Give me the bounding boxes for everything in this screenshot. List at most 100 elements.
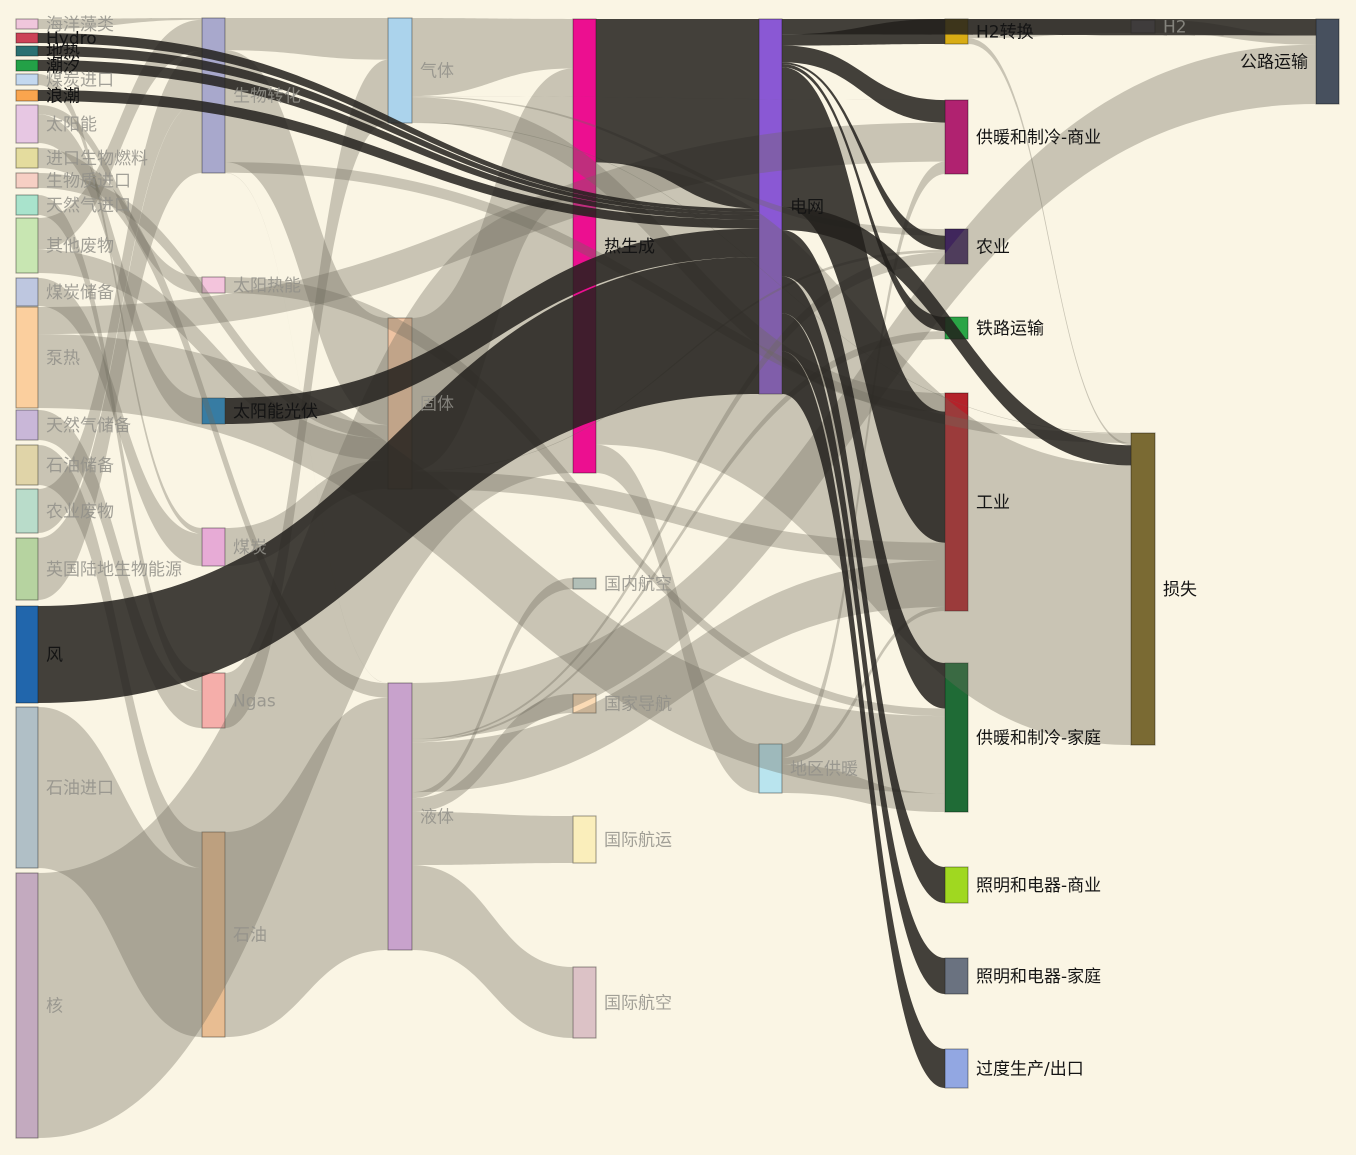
- node-过度生产/出口[interactable]: [944, 1048, 969, 1089]
- link-电网-农业: [782, 62, 945, 250]
- link-地区供暖-工业: [782, 606, 945, 765]
- node-煤炭[interactable]: [201, 527, 226, 567]
- link-固体-热生成: [412, 68, 573, 471]
- node-照明和电器-家庭[interactable]: [944, 957, 969, 995]
- link-电网-铁路运输: [782, 64, 945, 332]
- label-国家导航: 国家导航: [604, 695, 672, 715]
- link-液体-农业: [412, 252, 945, 741]
- label-石油进口: 石油进口: [46, 779, 114, 799]
- link-太阳热能-供暖和制冷-家庭: [225, 277, 945, 717]
- label-气体: 气体: [420, 62, 454, 82]
- label-照明和电器-家庭: 照明和电器-家庭: [976, 967, 1101, 987]
- node-农业废物[interactable]: [15, 488, 39, 534]
- link-潮汐-电网: [38, 60, 759, 220]
- label-天然气进口: 天然气进口: [46, 196, 131, 216]
- link-太阳能-太阳能光伏: [38, 114, 202, 424]
- node-海洋藻类[interactable]: [15, 18, 39, 30]
- node-太阳能[interactable]: [15, 104, 39, 144]
- label-公路运输: 公路运输: [1240, 53, 1308, 73]
- node-损失[interactable]: [1130, 432, 1156, 746]
- link-H2转换-损失: [968, 38, 1131, 446]
- label-电网: 电网: [790, 198, 824, 218]
- node-煤炭储备[interactable]: [15, 277, 39, 307]
- links-layer-dark: [38, 19, 1316, 1088]
- label-生物转化: 生物转化: [233, 87, 301, 107]
- link-泵热-供暖和制冷-家庭: [38, 334, 945, 794]
- label-进口生物燃料: 进口生物燃料: [46, 149, 148, 169]
- label-其他废物: 其他废物: [46, 237, 114, 257]
- link-电网-工业: [782, 67, 945, 543]
- label-照明和电器-商业: 照明和电器-商业: [976, 876, 1101, 896]
- node-风[interactable]: [15, 605, 39, 704]
- node-国际航运[interactable]: [572, 815, 597, 864]
- node-天然气储备[interactable]: [15, 409, 39, 441]
- link-生物质进口-固体: [38, 173, 388, 439]
- link-其他废物-固体: [38, 249, 388, 461]
- node-潮汐[interactable]: [15, 59, 39, 72]
- node-石油进口[interactable]: [15, 706, 39, 869]
- label-供暖和制冷-商业: 供暖和制冷-商业: [976, 128, 1101, 148]
- node-国际航空[interactable]: [572, 966, 597, 1039]
- node-泵热[interactable]: [15, 306, 39, 409]
- link-热生成-电网: [596, 19, 759, 209]
- label-H2: H2: [1163, 18, 1187, 38]
- label-液体: 液体: [420, 808, 454, 828]
- label-地区供暖: 地区供暖: [790, 760, 858, 780]
- label-Hydro: Hydro: [46, 29, 97, 49]
- label-太阳能光伏: 太阳能光伏: [233, 402, 318, 422]
- label-浪潮: 浪潮: [46, 87, 80, 107]
- label-国内航空: 国内航空: [604, 575, 672, 595]
- node-供暖和制冷-商业[interactable]: [944, 99, 969, 175]
- node-Ngas[interactable]: [201, 672, 226, 729]
- link-煤炭储备-煤炭: [38, 278, 202, 566]
- link-太阳能光伏-电网: [225, 228, 759, 424]
- node-英国陆地生物能源[interactable]: [15, 537, 39, 601]
- label-损失: 损失: [1163, 580, 1197, 600]
- node-气体[interactable]: [387, 17, 413, 124]
- node-石油[interactable]: [201, 831, 226, 1038]
- link-液体-公路运输: [412, 44, 1316, 740]
- node-公路运输[interactable]: [1315, 18, 1340, 105]
- node-照明和电器-商业[interactable]: [944, 866, 969, 904]
- label-固体: 固体: [420, 395, 454, 415]
- link-液体-铁路运输: [412, 331, 945, 743]
- label-H2转换: H2转换: [976, 23, 1034, 43]
- link-热生成-地区供暖: [596, 444, 759, 793]
- link-进口生物燃料-液体: [38, 148, 388, 698]
- node-Hydro[interactable]: [15, 32, 39, 44]
- node-国内航空[interactable]: [572, 577, 597, 590]
- link-电网-损失: [782, 206, 1131, 466]
- node-生物转化[interactable]: [201, 17, 226, 174]
- node-生物质进口[interactable]: [15, 172, 39, 189]
- link-电网-过度生产/出口: [782, 351, 945, 1088]
- node-其他废物[interactable]: [15, 217, 39, 274]
- label-泵热: 泵热: [46, 349, 80, 369]
- label-核: 核: [46, 997, 63, 1017]
- node-煤炭进口[interactable]: [15, 73, 39, 86]
- link-天然气储备-Ngas: [38, 410, 202, 728]
- label-石油: 石油: [233, 926, 267, 946]
- node-进口生物燃料[interactable]: [15, 147, 39, 169]
- node-天然气进口[interactable]: [15, 194, 39, 216]
- label-潮汐: 潮汐: [46, 57, 80, 77]
- node-液体[interactable]: [387, 682, 413, 951]
- link-太阳能-太阳热能: [38, 105, 202, 293]
- node-太阳热能[interactable]: [201, 276, 226, 294]
- node-石油储备[interactable]: [15, 444, 39, 486]
- node-地区供暖[interactable]: [758, 743, 783, 794]
- label-国际航空: 国际航空: [604, 994, 672, 1014]
- node-国家导航[interactable]: [572, 693, 597, 714]
- node-供暖和制冷-家庭[interactable]: [944, 662, 969, 813]
- node-核[interactable]: [15, 872, 39, 1139]
- label-国际航运: 国际航运: [604, 831, 672, 851]
- node-浪潮[interactable]: [15, 89, 39, 102]
- label-过度生产/出口: 过度生产/出口: [976, 1060, 1084, 1080]
- link-浪潮-电网: [38, 90, 759, 229]
- node-地热[interactable]: [15, 45, 39, 57]
- link-液体-国际航空: [412, 865, 573, 1038]
- link-液体-国际航运: [412, 811, 573, 865]
- link-海洋藻类-生物转化: [38, 18, 202, 29]
- link-电网-供暖和制冷-商业: [782, 45, 945, 123]
- link-电网-供暖和制冷-家庭: [782, 230, 945, 709]
